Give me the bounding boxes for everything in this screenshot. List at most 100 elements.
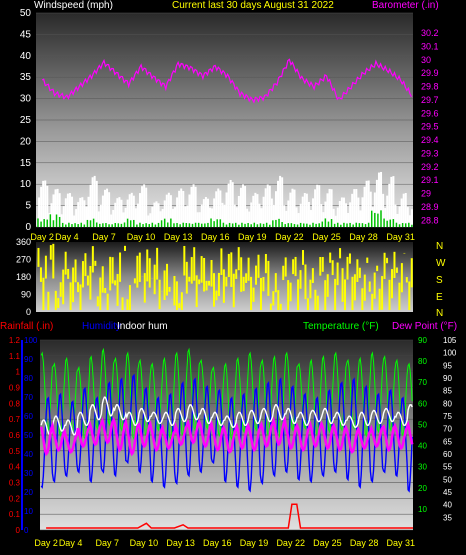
wind-gust-bar [46, 185, 49, 227]
dewpoint-tick-label: 100 [443, 349, 457, 358]
wind-avg-bar [216, 219, 218, 227]
humidity-tick-label: 20 [24, 488, 33, 497]
rainfall-tick-label: 0.5 [9, 447, 21, 456]
wind-avg-bar [225, 224, 228, 227]
wind-avg-bar [250, 224, 252, 227]
wind-gust-bar [157, 203, 160, 227]
wind-tick-label: 20 [20, 136, 32, 147]
wind-gust-bar [367, 180, 370, 227]
wind-gust-bar [128, 194, 131, 227]
wind-gust-bar [122, 212, 125, 227]
wind-gust-bar [165, 194, 168, 227]
wind-gust-bar [155, 201, 158, 227]
dewpoint-tick-label: 90 [443, 374, 452, 383]
barometer-tick-label: 29.4 [421, 135, 439, 145]
wind-gust-bar [324, 201, 327, 227]
humidity-tick-label: 70 [24, 393, 33, 402]
wind-avg-bar [346, 223, 348, 227]
dewpoint-tick-label: 105 [443, 336, 457, 345]
climate-x-tick-label: Day 10 [130, 538, 159, 548]
rainfall-axis-label: Rainfall (.in) [0, 321, 53, 332]
wind-gust-bar [270, 198, 273, 227]
wind-gust-bar [233, 204, 236, 227]
wind-avg-bar [86, 219, 89, 227]
wind-gust-bar [402, 193, 405, 227]
wind-tick-label: 15 [20, 158, 32, 169]
wind-avg-bar [46, 219, 49, 227]
wind-gust-bar [176, 197, 179, 227]
wind-avg-bar [321, 221, 324, 227]
direction-tick-label: 360 [16, 237, 31, 247]
temperature-tick-label: 60 [418, 399, 427, 408]
rainfall-tick-label: 1.2 [9, 336, 21, 345]
climate-x-tick-label: Day 22 [276, 538, 305, 548]
wind-avg-bar [74, 223, 76, 227]
wind-avg-bar [343, 222, 345, 227]
wind-avg-bar [157, 222, 160, 227]
wind-avg-bar [278, 218, 280, 227]
rainfall-tick-label: 0.3 [9, 479, 21, 488]
wind-gust-bar [283, 205, 286, 227]
wind-gust-bar [336, 207, 339, 227]
wind-avg-bar [262, 223, 265, 227]
wind-gust-bar [392, 176, 395, 227]
wind-avg-bar [40, 221, 42, 227]
wind-gust-bar [227, 183, 230, 227]
wind-gust-bar [116, 198, 119, 227]
wind-avg-bar [349, 222, 351, 227]
wind-avg-bar [83, 224, 86, 227]
indoor-hum-line [40, 396, 413, 436]
wind-avg-bar [123, 222, 126, 227]
wind-gust-bar [266, 184, 269, 227]
temperature-tick-label: 80 [418, 357, 427, 366]
wind-avg-bar [133, 219, 135, 227]
wind-gust-bar [225, 192, 228, 227]
climate-x-tick-label: Day 28 [350, 538, 379, 548]
wind-gust-bar [188, 194, 191, 227]
wind-avg-bar [99, 223, 101, 227]
wind-gust-bar [149, 213, 152, 227]
dewpoint-tick-label: 75 [443, 412, 452, 421]
indoor-hum-label: Indoor hum [117, 321, 168, 332]
wind-gust-bar [182, 190, 185, 227]
wind-gust-bar [330, 189, 333, 227]
wind-gust-bar [42, 180, 45, 227]
wind-gust-bar [291, 188, 294, 227]
wind-gust-bar [174, 207, 177, 227]
dewpoint-tick-label: 60 [443, 450, 452, 459]
compass-label: W [436, 258, 446, 269]
wind-avg-bar [302, 223, 305, 227]
wind-gust-bar [340, 197, 343, 227]
rainfall-tick-label: 0.7 [9, 415, 21, 424]
barometer-tick-label: 29.7 [421, 95, 439, 105]
wind-tick-label: 25 [20, 115, 32, 126]
wind-gust-bar [136, 203, 139, 227]
rainfall-tick-label: 0.4 [9, 463, 21, 472]
wind-gust-bar [103, 189, 106, 227]
wind-gust-bar [48, 213, 51, 227]
wind-gust-bar [250, 202, 253, 227]
rainfall-tick-label: 0.8 [9, 399, 21, 408]
climate-x-tick-label: Day 19 [240, 538, 269, 548]
wind-gust-bar [357, 197, 360, 227]
wind-x-tick-label: Day 4 [55, 232, 79, 242]
barometer-tick-label: 30 [421, 55, 431, 65]
wind-avg-bar [327, 221, 330, 227]
wind-avg-bar [336, 222, 339, 227]
wind-x-tick-label: Day 13 [164, 232, 193, 242]
climate-x-tick-label: Day 16 [203, 538, 232, 548]
wind-avg-bar [386, 220, 388, 227]
wind-avg-bar [228, 222, 231, 227]
humidity-tick-label: 100 [24, 336, 38, 345]
wind-avg-bar [61, 222, 64, 227]
wind-gust-bar [83, 200, 86, 227]
wind-gust-bar [118, 197, 121, 227]
wind-gust-bar [132, 195, 135, 227]
humidity-tick-label: 40 [24, 450, 33, 459]
wind-gust-bar [248, 211, 251, 227]
wind-avg-bar [151, 222, 154, 227]
wind-avg-bar [315, 223, 317, 227]
wind-gust-bar [95, 180, 98, 227]
wind-gust-bar [229, 179, 232, 227]
wind-avg-bar [284, 224, 286, 227]
